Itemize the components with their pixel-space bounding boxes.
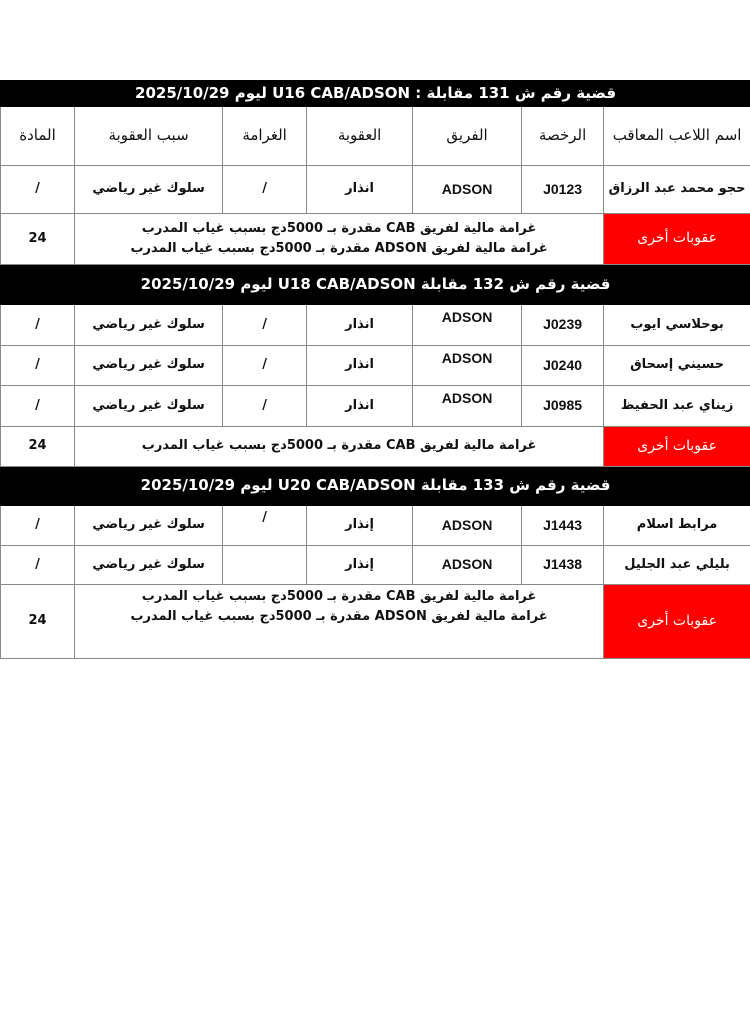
- cell-license: J0239: [521, 304, 605, 346]
- other-sanctions-article: 24: [0, 584, 76, 659]
- other-sanctions-label: عقوبات أخرى: [603, 584, 750, 659]
- other-sanctions-text: غرامة مالية لفريق CAB مقدرة بـ 5000دج بس…: [74, 213, 605, 265]
- table-row: مرابط اسلام J1443 ADSON إنذار / سلوك غير رياض…: [0, 505, 750, 546]
- cell-team: ADSON: [412, 545, 523, 585]
- other-sanctions-row: عقوبات أخرى غرامة مالية لفريق CAB مقدرة ب…: [0, 213, 750, 265]
- table-row: بوحلاسي ايوب J0239 ADSON انذار / سلوك غير ريا…: [0, 304, 750, 346]
- case-title: قضية رقم ش 131 مقابلة : U16 CAB/ADSON لي…: [0, 80, 750, 107]
- cell-reason: سلوك غير رياضي: [74, 545, 224, 585]
- cell-license: J1438: [521, 545, 605, 585]
- cell-fine: /: [222, 165, 308, 214]
- sanctions-table: قضية رقم ش 131 مقابلة : U16 CAB/ADSON لي…: [0, 80, 750, 659]
- cell-player-name: حسيني إسحاق: [603, 345, 750, 386]
- case-title-row: قضية رقم ش 133 مقابلة U20 CAB/ADSON ليوم…: [0, 466, 750, 506]
- header-sanction: العقوبة: [306, 106, 414, 166]
- case-title: قضية رقم ش 133 مقابلة U20 CAB/ADSON ليوم…: [0, 466, 750, 506]
- cell-player-name: مرابط اسلام: [603, 505, 750, 546]
- cell-reason: سلوك غير رياضي: [74, 505, 224, 546]
- header-row: اسم اللاعب المعاقب الرخصة الفريق العقوبة…: [0, 106, 750, 166]
- table-row: حجو محمد عبد الرزاق J0123 ADSON انذار / سلوك …: [0, 165, 750, 214]
- cell-license: J1443: [521, 505, 605, 546]
- cell-player-name: بوحلاسي ايوب: [603, 304, 750, 346]
- cell-article: /: [0, 505, 76, 546]
- cell-team: ADSON: [412, 165, 523, 214]
- other-sanctions-text: غرامة مالية لفريق CAB مقدرة بـ 5000دج بس…: [74, 426, 605, 467]
- other-sanctions-row: عقوبات أخرى غرامة مالية لفريق CAB مقدرة ب…: [0, 584, 750, 659]
- cell-article: /: [0, 345, 76, 386]
- cell-team: ADSON: [412, 345, 523, 386]
- cell-sanction: إنذار: [306, 545, 414, 585]
- cell-player-name: زيناي عبد الحفيظ: [603, 385, 750, 427]
- cell-reason: سلوك غير رياضي: [74, 385, 224, 427]
- other-sanctions-label: عقوبات أخرى: [603, 213, 750, 265]
- other-sanctions-article: 24: [0, 213, 76, 265]
- cell-article: /: [0, 165, 76, 214]
- header-reason: سبب العقوبة: [74, 106, 224, 166]
- header-license: الرخصة: [521, 106, 605, 166]
- fine-line: غرامة مالية لفريق CAB مقدرة بـ 5000دج بس…: [141, 438, 537, 454]
- header-team: الفريق: [412, 106, 523, 166]
- cell-team: ADSON: [412, 385, 523, 427]
- fine-line: غرامة مالية لفريق ADSON مقدرة بـ 5000دج …: [130, 609, 548, 625]
- fine-line: غرامة مالية لفريق CAB مقدرة بـ 5000دج بس…: [141, 220, 537, 236]
- cell-article: /: [0, 385, 76, 427]
- table-row: زيناي عبد الحفيظ J0985 ADSON انذار / سلوك غير…: [0, 385, 750, 427]
- cell-license: J0240: [521, 345, 605, 386]
- cell-sanction: انذار: [306, 345, 414, 386]
- case-title-row: قضية رقم ش 131 مقابلة : U16 CAB/ADSON لي…: [0, 80, 750, 107]
- other-sanctions-text: غرامة مالية لفريق CAB مقدرة بـ 5000دج بس…: [74, 584, 605, 659]
- header-fine: الغرامة: [222, 106, 308, 166]
- other-sanctions-row: عقوبات أخرى غرامة مالية لفريق CAB مقدرة ب…: [0, 426, 750, 467]
- other-sanctions-label: عقوبات أخرى: [603, 426, 750, 467]
- cell-sanction: انذار: [306, 304, 414, 346]
- cell-player-name: بليلي عبد الجليل: [603, 545, 750, 585]
- cell-reason: سلوك غير رياضي: [74, 304, 224, 346]
- cell-reason: سلوك غير رياضي: [74, 165, 224, 214]
- case-title: قضية رقم ش 132 مقابلة U18 CAB/ADSON ليوم…: [0, 264, 750, 305]
- cell-team: ADSON: [412, 304, 523, 346]
- cell-sanction: انذار: [306, 385, 414, 427]
- cell-fine: /: [222, 304, 308, 346]
- header-player: اسم اللاعب المعاقب: [603, 106, 750, 166]
- cell-license: J0985: [521, 385, 605, 427]
- table-row: بليلي عبد الجليل J1438 ADSON إنذار سلوك غير …: [0, 545, 750, 585]
- cell-sanction: إنذار: [306, 505, 414, 546]
- cell-reason: سلوك غير رياضي: [74, 345, 224, 386]
- table-row: حسيني إسحاق J0240 ADSON انذار / سلوك غير رياض…: [0, 345, 750, 386]
- cell-team: ADSON: [412, 505, 523, 546]
- cell-fine: /: [222, 505, 308, 546]
- cell-article: /: [0, 545, 76, 585]
- cell-player-name: حجو محمد عبد الرزاق: [603, 165, 750, 214]
- header-article: المادة: [0, 106, 76, 166]
- cell-article: /: [0, 304, 76, 346]
- cell-license: J0123: [521, 165, 605, 214]
- cell-fine: /: [222, 345, 308, 386]
- fine-line: غرامة مالية لفريق CAB مقدرة بـ 5000دج بس…: [141, 589, 537, 604]
- case-title-row: قضية رقم ش 132 مقابلة U18 CAB/ADSON ليوم…: [0, 264, 750, 305]
- cell-fine: /: [222, 385, 308, 427]
- fine-line: غرامة مالية لفريق ADSON مقدرة بـ 5000دج …: [130, 241, 548, 256]
- cell-fine: [222, 545, 308, 585]
- cell-sanction: انذار: [306, 165, 414, 214]
- other-sanctions-article: 24: [0, 426, 76, 467]
